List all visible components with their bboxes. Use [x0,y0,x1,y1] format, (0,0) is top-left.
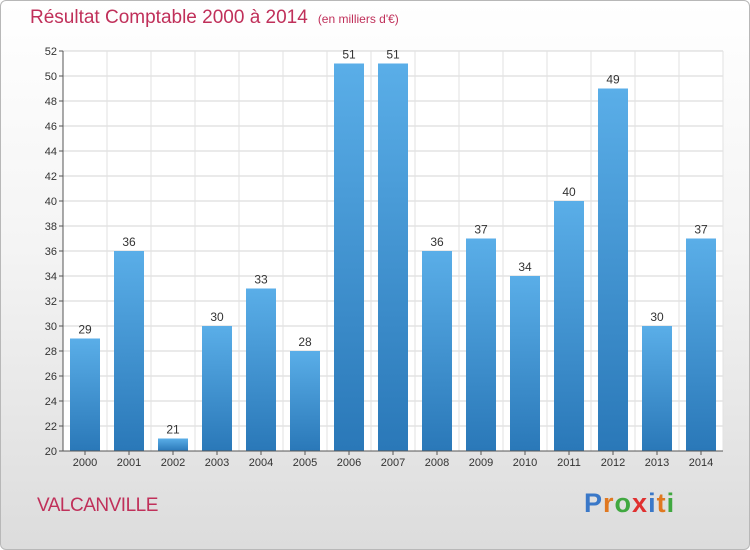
bar-2011 [554,201,584,451]
value-label-2002: 21 [166,423,180,437]
bar-2000 [70,338,100,451]
proxiti-logo: Proxiti [584,488,675,519]
y-tick-label: 36 [45,246,57,258]
x-tick-label-2010: 2010 [513,457,537,469]
x-tick-label-2000: 2000 [73,457,97,469]
y-tick-label: 40 [45,196,57,208]
y-tick-label: 28 [45,346,57,358]
value-label-2014: 37 [694,223,708,237]
value-label-2000: 29 [78,323,92,337]
chart-subtitle: (en milliers d'€) [317,12,399,26]
bar-2001 [114,251,144,451]
x-tick-label-2011: 2011 [557,457,581,469]
x-tick-label-2009: 2009 [469,457,493,469]
value-label-2012: 49 [606,73,620,87]
value-label-2013: 30 [650,310,664,324]
chart-title: Résultat Comptable 2000 à 2014 [30,7,308,28]
logo-letter: i [666,488,676,518]
logo-letter: r [603,488,615,518]
bar-2002 [158,438,188,451]
y-tick-label: 38 [45,221,57,233]
commune-name: VALCANVILLE [37,495,158,516]
y-tick-label: 20 [45,446,57,458]
x-tick-label-2007: 2007 [381,457,405,469]
bar-2010 [510,276,540,451]
y-tick-label: 48 [45,96,57,108]
x-tick-label-2006: 2006 [337,457,361,469]
y-tick-label: 46 [45,121,57,133]
bar-2003 [202,326,232,451]
y-tick-label: 50 [45,71,57,83]
bar-2012 [598,88,628,451]
y-tick-label: 32 [45,296,57,308]
y-tick-label: 42 [45,171,57,183]
bars: 29 36 21 30 33 28 51 51 36 37 34 40 49 30 37 [70,48,716,451]
value-label-2006: 51 [342,48,356,62]
x-tick-label-2003: 2003 [205,457,229,469]
y-tick-label: 34 [45,271,57,283]
x-tick-label-2014: 2014 [689,457,713,469]
x-tick-label-2005: 2005 [293,457,317,469]
bar-2004 [246,288,276,451]
y-tick-label: 44 [45,146,57,158]
title-row: Résultat Comptable 2000 à 2014 (en millie… [30,7,399,29]
value-label-2010: 34 [518,260,532,274]
x-tick-label-2012: 2012 [601,457,625,469]
value-label-2011: 40 [562,185,576,199]
x-tick-label-2008: 2008 [425,457,449,469]
y-tick-label: 30 [45,321,57,333]
value-label-2001: 36 [122,235,136,249]
y-tick-label: 24 [45,396,57,408]
x-tick-label-2013: 2013 [645,457,669,469]
value-label-2007: 51 [386,48,400,62]
x-tick-label-2001: 2001 [117,457,141,469]
value-label-2003: 30 [210,310,224,324]
logo-letter: t [656,488,667,518]
y-tick-label: 26 [45,371,57,383]
y-tick-label: 22 [45,421,57,433]
logo-letter: x [632,488,649,518]
bar-2009 [466,238,496,451]
value-label-2004: 33 [254,273,268,287]
value-label-2005: 28 [298,335,312,349]
y-tick-label: 52 [45,46,57,58]
bar-2007 [378,63,408,451]
bar-2008 [422,251,452,451]
value-label-2009: 37 [474,223,488,237]
logo-letter: o [614,488,633,518]
bar-2006 [334,63,364,451]
axes: 20 22 24 26 28 30 32 34 36 38 40 42 44 46 48 50 52 2000 20… [45,46,723,469]
value-label-2008: 36 [430,235,444,249]
bar-2005 [290,351,320,451]
x-tick-label-2002: 2002 [161,457,185,469]
bar-2013 [642,326,672,451]
x-tick-label-2004: 2004 [249,457,273,469]
bar-2014 [686,238,716,451]
logo-letter: i [648,488,657,518]
logo-letter: P [584,488,604,518]
